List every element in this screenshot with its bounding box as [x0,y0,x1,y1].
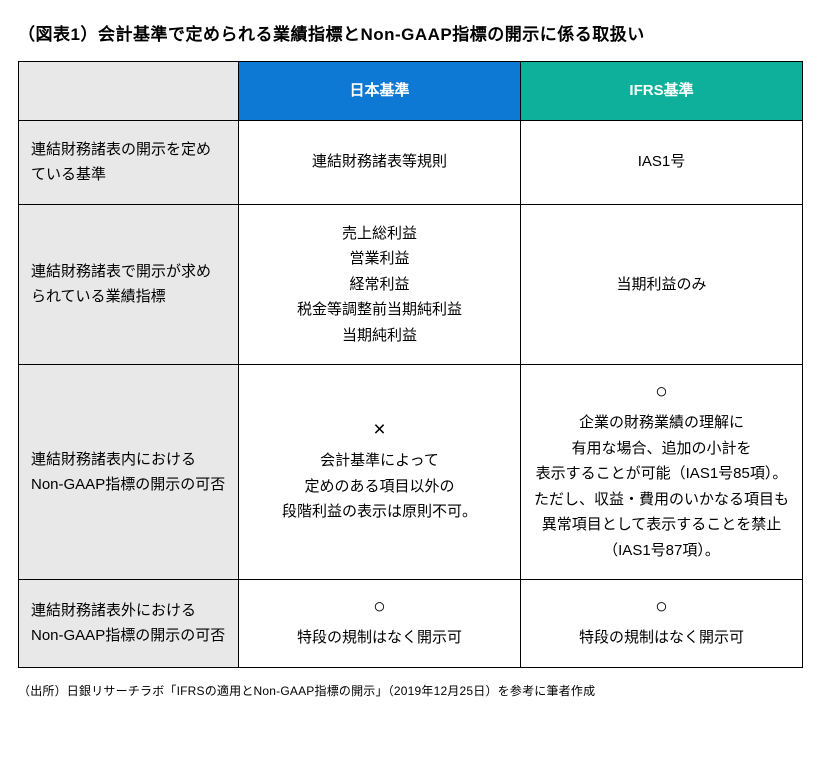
cell-line: 特段の規制はなく開示可 [251,625,508,651]
figure-source: （出所）日銀リサーチラボ「IFRSの適用とNon-GAAP指標の開示」（2019… [18,682,802,699]
cell-line: IAS1号 [533,149,790,175]
cell-line: 特段の規制はなく開示可 [533,625,790,651]
cell-ifrs: ○ 特段の規制はなく開示可 [521,580,803,668]
cell-line: 段階利益の表示は原則不可。 [251,499,508,525]
cell-ifrs: ○ 企業の財務業績の理解に有用な場合、追加の小計を表示することが可能（IAS1号8… [521,365,803,580]
row-label-line: 業績指標 [106,288,166,305]
cell-ifrs: IAS1号 [521,120,803,204]
cell-line: 営業利益 [251,246,508,272]
cell-line: 連結財務諸表等規則 [251,149,508,175]
cell-line: 当期純利益 [251,323,508,349]
header-jp: 日本基準 [239,62,521,121]
cell-ifrs: 当期利益のみ [521,204,803,365]
cell-jp: ○ 特段の規制はなく開示可 [239,580,521,668]
row-label-line: 連結財務諸表で [31,263,136,280]
figure-title: （図表1）会計基準で定められる業績指標とNon-GAAP指標の開示に係る取扱い [18,20,802,45]
row-label-line: Non-GAAP指標の [31,476,150,493]
header-ifrs: IFRS基準 [521,62,803,121]
table-row: 連結財務諸表で開示が求められている業績指標売上総利益営業利益経常利益税金等調整前… [19,204,803,365]
cell-line: 売上総利益 [251,221,508,247]
cell-line: 当期利益のみ [533,272,790,298]
cell-jp: × 会計基準によって定めのある項目以外の段階利益の表示は原則不可。 [239,365,521,580]
cell-line: （IAS1号87項）。 [533,538,790,564]
row-label-line: 連結財務諸表外における [31,602,196,619]
mark-icon: ○ [251,596,508,617]
row-label-line: 開示の可否 [150,476,225,493]
row-label-line: 開示の可否 [150,627,225,644]
cell-line: 定めのある項目以外の [251,474,508,500]
mark-icon: ○ [533,381,790,402]
cell-jp: 売上総利益営業利益経常利益税金等調整前当期純利益当期純利益 [239,204,521,365]
table-row: 連結財務諸表の開示を定めている基準連結財務諸表等規則 IAS1号 [19,120,803,204]
table-row: 連結財務諸表外におけるNon-GAAP指標の開示の可否○特段の規制はなく開示可○… [19,580,803,668]
header-corner [19,62,239,121]
cell-line: 異常項目として表示することを禁止 [533,512,790,538]
cell-line: 経常利益 [251,272,508,298]
row-label: 連結財務諸表の開示を定めている基準 [19,120,239,204]
cell-line: 税金等調整前当期純利益 [251,297,508,323]
table-row: 連結財務諸表内における Non-GAAP指標の開示の可否 × 会計基準によって定めのあ… [19,365,803,580]
comparison-table: 日本基準 IFRS基準 連結財務諸表の開示を定めている基準連結財務諸表等規則 IA… [18,61,803,668]
table-header-row: 日本基準 IFRS基準 [19,62,803,121]
cell-line: 表示することが可能（IAS1号85項）。 [533,461,790,487]
mark-icon: × [251,419,508,440]
mark-icon: ○ [533,596,790,617]
row-label-line: Non-GAAP指標の [31,627,150,644]
row-label-line: 連結財務諸表の開示を [31,141,181,158]
cell-line: 有用な場合、追加の小計を [533,436,790,462]
cell-line: ただし、収益・費用のいかなる項目も [533,487,790,513]
row-label-line: 連結財務諸表内における [31,451,196,468]
row-label: 連結財務諸表内における Non-GAAP指標の開示の可否 [19,365,239,580]
cell-jp: 連結財務諸表等規則 [239,120,521,204]
cell-line: 企業の財務業績の理解に [533,410,790,436]
cell-line: 会計基準によって [251,448,508,474]
row-label: 連結財務諸表外における Non-GAAP指標の開示の可否 [19,580,239,668]
row-label: 連結財務諸表で開示が求められている業績指標 [19,204,239,365]
table-body: 連結財務諸表の開示を定めている基準連結財務諸表等規則IAS1号連結財務諸表で開示… [19,120,803,667]
